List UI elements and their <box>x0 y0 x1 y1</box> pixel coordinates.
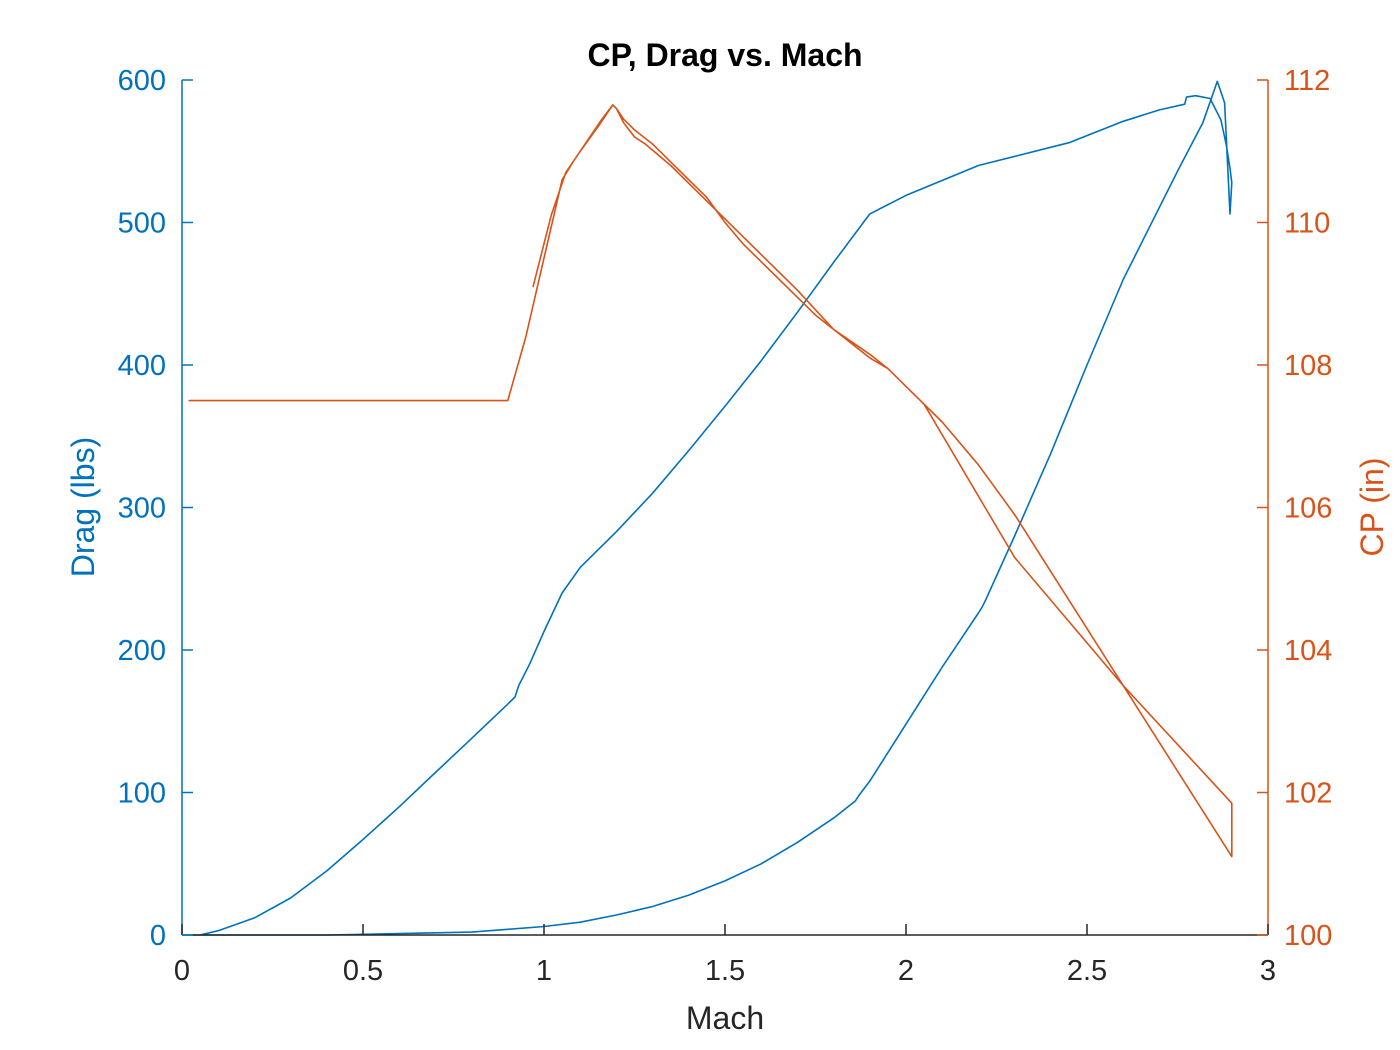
right-y-tick-label: 100 <box>1284 920 1332 952</box>
chart-title: CP, Drag vs. Mach <box>587 37 862 73</box>
x-tick-label: 1.5 <box>705 955 745 987</box>
right-y-tick-label: 112 <box>1284 65 1330 97</box>
cp-series-line <box>188 104 1233 858</box>
x-tick-label: 3 <box>1260 955 1276 987</box>
right-y-axis-title: CP (in) <box>1354 458 1390 557</box>
left-y-tick-label: 400 <box>118 350 166 382</box>
right-y-tick-label: 102 <box>1284 778 1332 810</box>
right-y-tick-label: 104 <box>1284 635 1332 667</box>
left-y-tick-label: 100 <box>118 778 166 810</box>
right-y-tick-label: 108 <box>1284 350 1332 382</box>
left-y-tick-label: 200 <box>118 635 166 667</box>
left-y-tick-label: 0 <box>150 920 166 952</box>
left-y-axis-title: Drag (lbs) <box>65 437 101 577</box>
x-tick-label: 1 <box>536 955 552 987</box>
x-tick-label: 0.5 <box>343 955 383 987</box>
right-y-tick-label: 106 <box>1284 493 1332 525</box>
drag-series-line <box>192 80 1233 936</box>
x-tick-label: 2 <box>898 955 914 987</box>
right-y-tick-label: 110 <box>1284 208 1330 240</box>
left-y-tick-label: 500 <box>118 208 166 240</box>
series-layer <box>188 80 1233 936</box>
x-tick-label: 2.5 <box>1067 955 1107 987</box>
left-y-tick-label: 600 <box>118 65 166 97</box>
ticks-layer: 0 0.5 1 1.5 2 2.5 3 0 100 200 300 400 500 600 100 102 10… <box>118 65 1333 987</box>
x-axis-title: Mach <box>686 1000 764 1036</box>
left-y-tick-label: 300 <box>118 493 166 525</box>
x-tick-label: 0 <box>174 955 190 987</box>
